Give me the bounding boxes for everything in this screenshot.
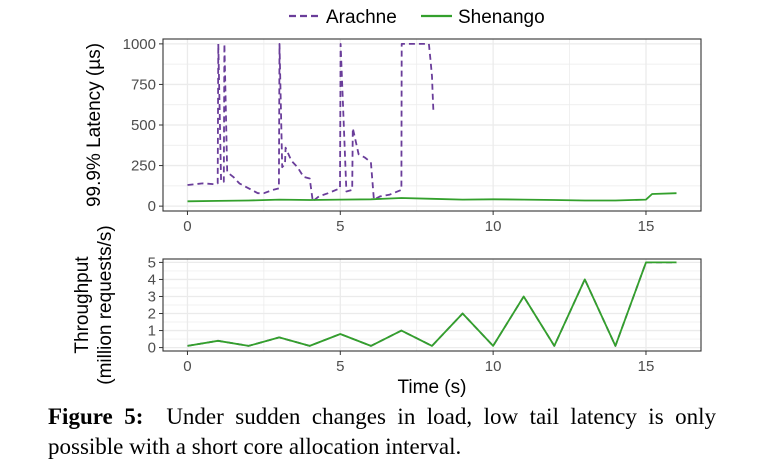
figure-caption: Figure 5: Under sudden changes in load, … [48,402,716,462]
latency-series [187,43,677,203]
latency-y-axis-title: 99.9% Latency (µs) [84,43,105,207]
latency-y-tick-label: 0 [148,198,156,215]
latency-x-tick-label: 0 [183,218,191,235]
latency-x-tick-label: 5 [336,218,344,235]
figure-caption-text: Under sudden changes in load, low tail l… [48,404,716,459]
latency-series-shenango [187,192,677,203]
throughput-y-tick-label: 3 [148,288,156,305]
legend: Arachne Shenango [289,7,545,28]
throughput-grid [163,259,701,351]
throughput-y-tick-label: 5 [148,254,156,271]
x-axis-title: Time (s) [398,377,467,398]
latency-grid [163,39,701,211]
latency-y-tick-label: 250 [131,158,156,175]
throughput-y-tick-label: 0 [148,340,156,357]
throughput-x-tick-label: 5 [336,358,344,375]
legend-label-arachne: Arachne [326,7,397,28]
latency-x-tick-label: 15 [638,218,655,235]
throughput-y-tick-label: 4 [148,271,156,288]
latency-y-tick-label: 750 [131,76,156,93]
throughput-y-tick-label: 1 [148,323,156,340]
latency-series-arachne [187,43,435,203]
legend-label-shenango: Shenango [458,7,545,28]
throughput-y-axis-title-line1: Throughput [72,256,93,354]
throughput-panel-border [162,258,702,352]
throughput-series-arachne [187,261,677,347]
figure-caption-label: Figure 5: [48,404,144,429]
throughput-y-axis-title-line2: (million requests/s) [95,225,116,384]
throughput-y-tick-label: 2 [148,306,156,323]
latency-y-tick-label: 500 [131,117,156,134]
latency-x-tick-label: 10 [485,218,502,235]
throughput-x-tick-label: 10 [485,358,502,375]
throughput-series-shenango [187,261,677,347]
latency-y-tick-label: 1000 [123,36,156,53]
throughput-x-tick-label: 0 [183,358,191,375]
latency-ticks: 0 5 10 15 0 250 500 750 1000 [123,36,655,235]
throughput-x-tick-label: 15 [638,358,655,375]
throughput-series [187,261,677,347]
latency-panel: 0 5 10 15 0 250 500 750 1000 99.9% Latency (µs) [84,36,702,235]
